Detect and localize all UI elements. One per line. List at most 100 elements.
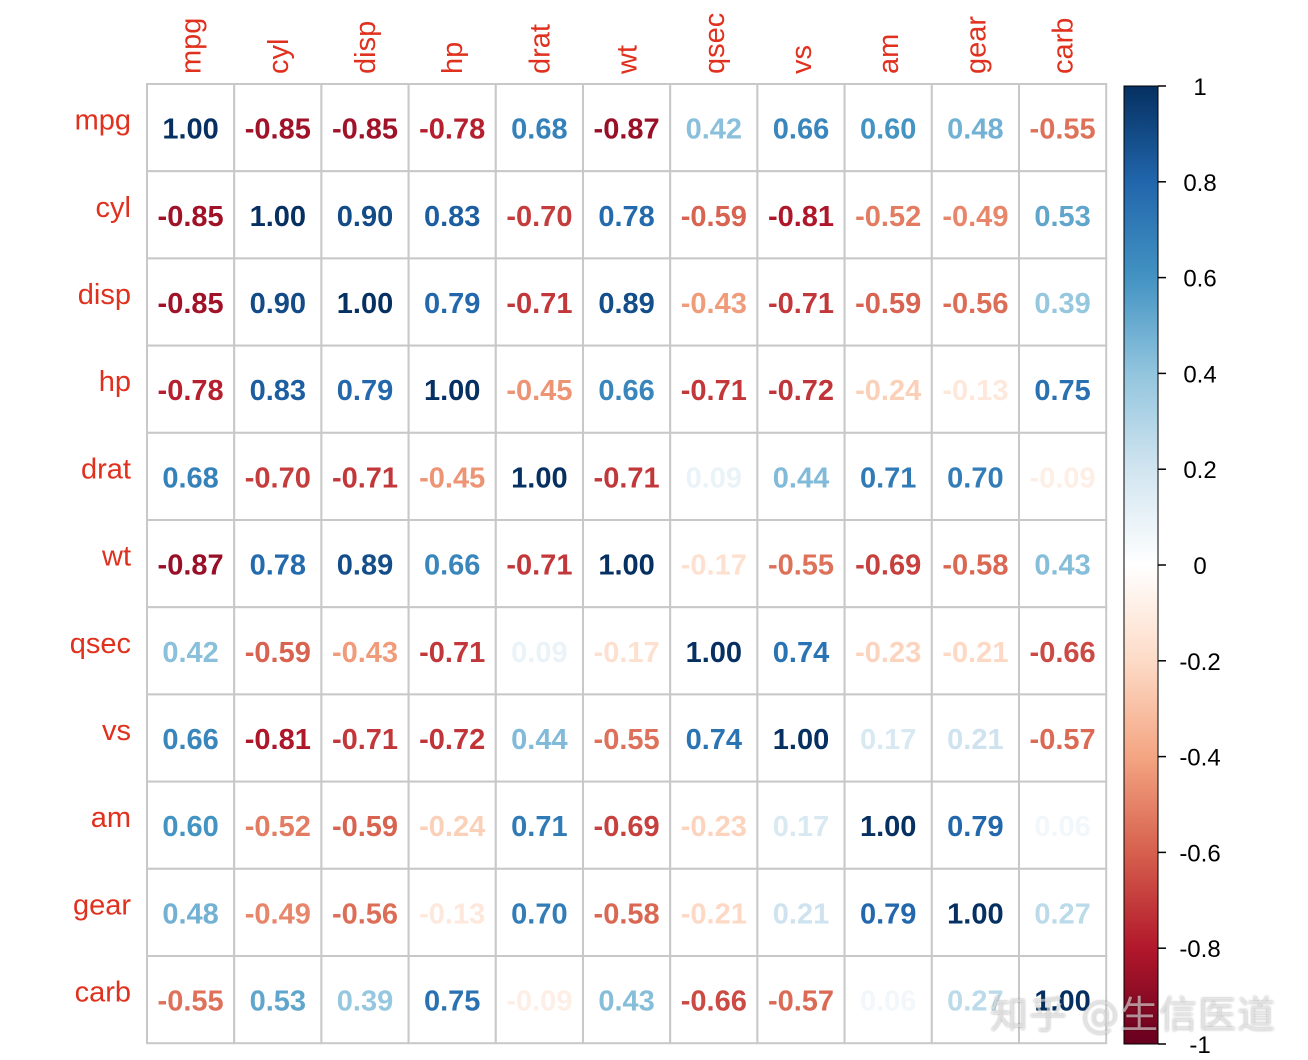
grid-cell: [407, 519, 497, 609]
grid-cell: [146, 955, 236, 1045]
cell-value-wt-vs: -0.55: [768, 550, 834, 582]
cell-value-am-cyl: -0.52: [245, 811, 311, 843]
cell-value-qsec-hp: -0.71: [419, 637, 485, 669]
grid-cell: [146, 431, 236, 521]
cell-value-carb-am: 0.06: [860, 986, 916, 1018]
cell-value-wt-carb: 0.43: [1034, 550, 1090, 582]
grid: [146, 83, 1108, 1045]
cell-value-am-wt: -0.69: [594, 811, 660, 843]
cell-value-drat-mpg: 0.68: [162, 462, 218, 494]
cell-value-drat-cyl: -0.70: [245, 462, 311, 494]
grid-cell: [669, 780, 759, 870]
grid-cell: [1018, 257, 1108, 347]
column-label-carb: carb: [1048, 18, 1080, 74]
cell-value-cyl-disp: 0.90: [337, 201, 393, 233]
column-label-vs: vs: [786, 45, 818, 74]
cell-value-mpg-drat: 0.68: [511, 114, 567, 146]
cell-value-gear-wt: -0.58: [594, 898, 660, 930]
cell-value-wt-am: -0.69: [855, 550, 921, 582]
cell-value-drat-qsec: 0.09: [686, 462, 742, 494]
colorbar-tick-label: -0.4: [1179, 745, 1220, 772]
cell-value-drat-hp: -0.45: [419, 462, 485, 494]
colorbar-tick-label: -1: [1189, 1032, 1210, 1059]
column-label-gear: gear: [960, 16, 992, 74]
colorbar: 1 0.8 0.6 0.4 0.2 0 -0.2 -0.4 -0.6 -0.8 -1: [1123, 74, 1221, 1059]
grid-cell: [146, 606, 236, 696]
cell-value-am-am: 1.00: [860, 811, 916, 843]
colorbar-tick-label: 1: [1193, 74, 1206, 101]
grid-cell: [494, 431, 584, 521]
cell-value-am-carb: 0.06: [1034, 811, 1090, 843]
grid-cell: [1018, 519, 1108, 609]
cell-value-carb-disp: 0.39: [337, 986, 393, 1018]
grid-cell: [843, 431, 933, 521]
cell-value-disp-disp: 1.00: [337, 288, 393, 320]
row-label-qsec: qsec: [70, 628, 131, 660]
grid-cell: [756, 170, 846, 260]
grid-cell: [494, 867, 584, 957]
grid-cell: [233, 693, 323, 783]
cell-value-drat-gear: 0.70: [947, 462, 1003, 494]
cell-value-gear-drat: 0.70: [511, 898, 567, 930]
cell-value-mpg-am: 0.60: [860, 114, 916, 146]
cell-value-disp-cyl: 0.90: [250, 288, 306, 320]
cell-value-drat-disp: -0.71: [332, 462, 398, 494]
grid-cell: [843, 955, 933, 1045]
grid-cell: [233, 606, 323, 696]
cell-value-carb-drat: -0.09: [506, 986, 572, 1018]
cell-value-carb-vs: -0.57: [768, 986, 834, 1018]
cell-value-cyl-am: -0.52: [855, 201, 921, 233]
cell-value-wt-drat: -0.71: [506, 550, 572, 582]
grid-cell: [407, 344, 497, 434]
grid-cell: [146, 83, 236, 173]
cell-value-cyl-carb: 0.53: [1034, 201, 1090, 233]
grid-cell: [1018, 693, 1108, 783]
cell-value-cyl-wt: 0.78: [598, 201, 654, 233]
cell-value-mpg-hp: -0.78: [419, 114, 485, 146]
cell-value-vs-qsec: 0.74: [686, 724, 742, 756]
cell-value-mpg-vs: 0.66: [773, 114, 829, 146]
cell-value-carb-cyl: 0.53: [250, 986, 306, 1018]
row-label-cyl: cyl: [96, 192, 131, 224]
cell-value-carb-qsec: -0.66: [681, 986, 747, 1018]
grid-cell: [582, 344, 672, 434]
grid-cell: [233, 955, 323, 1045]
colorbar-tick-label: 0.4: [1183, 361, 1216, 388]
grid-cell: [843, 344, 933, 434]
cell-value-hp-carb: 0.75: [1034, 375, 1090, 407]
column-label-hp: hp: [437, 42, 469, 74]
cell-value-mpg-cyl: -0.85: [245, 114, 311, 146]
grid-cell: [1018, 780, 1108, 870]
grid-cell: [669, 170, 759, 260]
grid-cell: [494, 170, 584, 260]
grid-cell: [930, 170, 1020, 260]
cell-value-mpg-mpg: 1.00: [162, 114, 218, 146]
grid-cell: [320, 867, 410, 957]
cell-value-disp-drat: -0.71: [506, 288, 572, 320]
cell-value-carb-hp: 0.75: [424, 986, 480, 1018]
grid-cell: [669, 606, 759, 696]
cell-value-wt-gear: -0.58: [942, 550, 1008, 582]
grid-cell: [930, 693, 1020, 783]
cell-value-gear-carb: 0.27: [1034, 898, 1090, 930]
grid-cell: [582, 431, 672, 521]
grid-cell: [1018, 431, 1108, 521]
grid-cell: [582, 693, 672, 783]
cell-value-hp-mpg: -0.78: [158, 375, 224, 407]
grid-cell: [407, 606, 497, 696]
grid-cell: [146, 867, 236, 957]
grid-cell: [146, 693, 236, 783]
cell-value-qsec-disp: -0.43: [332, 637, 398, 669]
cell-value-vs-mpg: 0.66: [162, 724, 218, 756]
cell-value-qsec-drat: 0.09: [511, 637, 567, 669]
cell-value-carb-wt: 0.43: [598, 986, 654, 1018]
cell-value-qsec-vs: 0.74: [773, 637, 829, 669]
cell-value-cyl-gear: -0.49: [942, 201, 1008, 233]
grid-cell: [843, 867, 933, 957]
cell-value-cyl-cyl: 1.00: [250, 201, 306, 233]
grid-cell: [1018, 170, 1108, 260]
grid-cell: [494, 257, 584, 347]
cell-value-gear-gear: 1.00: [947, 898, 1003, 930]
cell-value-carb-gear: 0.27: [947, 986, 1003, 1018]
